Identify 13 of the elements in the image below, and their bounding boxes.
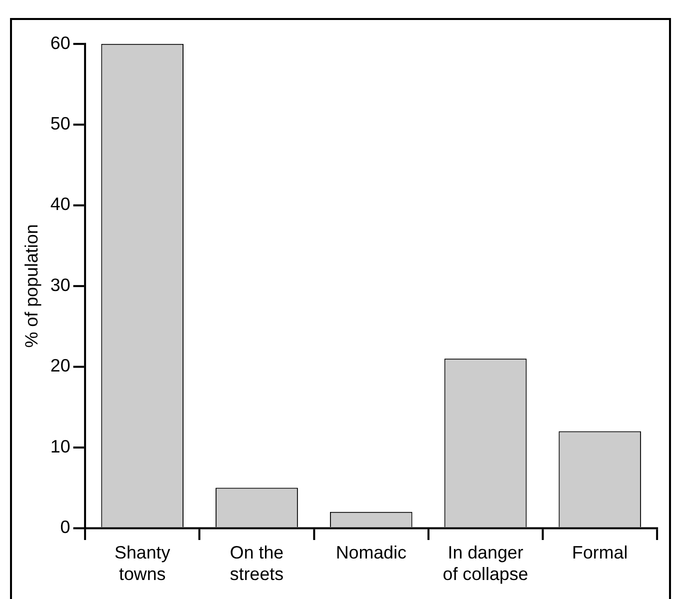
x-tick-label: On the streets <box>230 542 284 584</box>
y-tick-label: 50 <box>50 114 70 134</box>
x-tick-label: Shanty towns <box>114 542 170 584</box>
y-axis-title: % of population <box>22 224 42 348</box>
x-tick-label: In danger of collapse <box>442 542 528 584</box>
y-tick-label: 10 <box>50 436 70 456</box>
x-tick-label: Formal <box>572 542 628 563</box>
y-tick-label: 20 <box>50 356 70 376</box>
y-tick-label: 60 <box>50 32 70 53</box>
y-tick-label: 40 <box>50 194 70 214</box>
y-tick-label: 30 <box>50 274 70 295</box>
x-tick-label: Nomadic <box>336 542 406 563</box>
y-tick-label: 0 <box>60 516 70 537</box>
